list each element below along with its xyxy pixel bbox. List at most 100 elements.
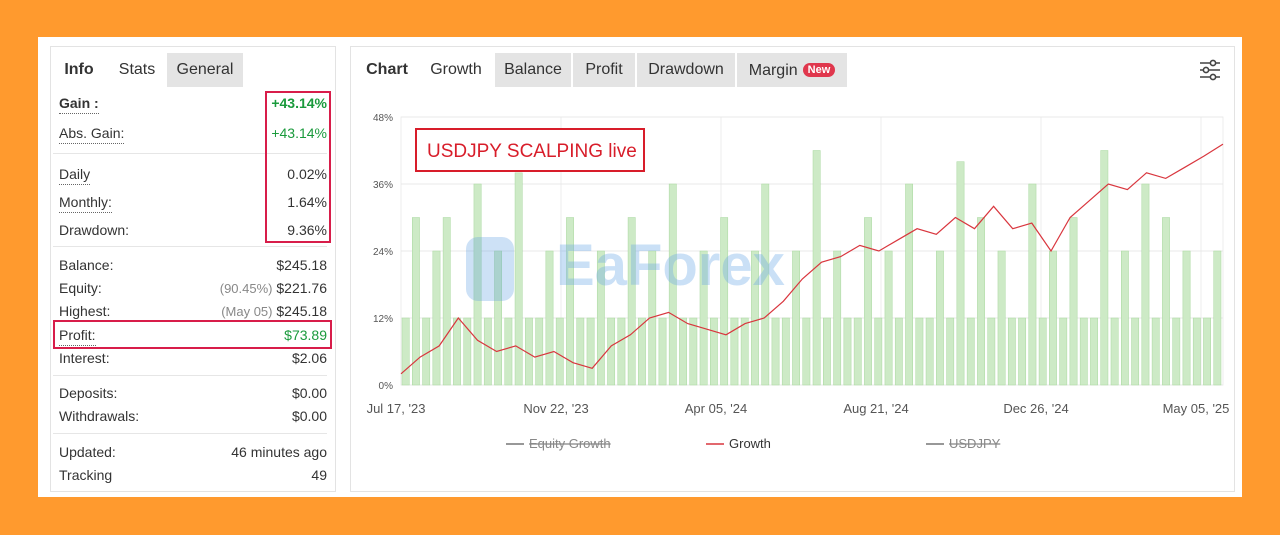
stat-label: Tracking bbox=[59, 467, 113, 483]
stat-value: 49 bbox=[311, 465, 327, 485]
bar bbox=[966, 317, 975, 386]
x-label: Apr 05, '24 bbox=[685, 401, 747, 416]
bar bbox=[1151, 317, 1160, 386]
stat-value: $73.89 bbox=[284, 325, 327, 345]
y-label: 24% bbox=[373, 247, 393, 258]
stat-row: Monthly: 1.64% bbox=[59, 192, 327, 213]
stat-note: (90.45%) bbox=[219, 281, 273, 296]
bar bbox=[504, 317, 513, 386]
stat-number: 1.64% bbox=[287, 194, 327, 210]
stat-value: $245.18 bbox=[276, 255, 327, 275]
tab[interactable]: Stats bbox=[107, 53, 167, 87]
divider bbox=[53, 433, 327, 434]
stat-number: $221.76 bbox=[276, 280, 327, 296]
bar bbox=[555, 317, 564, 386]
stat-value: 1.64% bbox=[287, 192, 327, 212]
bar bbox=[1110, 317, 1119, 386]
stat-label: Drawdown: bbox=[59, 222, 130, 238]
tab[interactable]: Balance bbox=[495, 53, 571, 87]
stats-panel: Info Stats General Gain : +43.14% Abs. Gain: +… bbox=[50, 46, 336, 492]
x-label: May 05, '25 bbox=[1163, 401, 1230, 416]
x-label: Dec 26, '24 bbox=[1003, 401, 1068, 416]
watermark: EaForex bbox=[556, 233, 785, 298]
bar bbox=[453, 317, 461, 386]
highlight-box bbox=[265, 91, 331, 243]
bar bbox=[1038, 317, 1047, 386]
chart-panel: Jul 17, '23 Nov 22, '23 Apr 05, '24 Aug 21,… bbox=[350, 46, 1235, 492]
stat-number: 46 minutes ago bbox=[231, 444, 327, 460]
bar bbox=[483, 317, 492, 386]
stat-note: (May 05) bbox=[221, 304, 273, 319]
bar bbox=[1049, 250, 1057, 386]
icon bbox=[1200, 59, 1220, 81]
bar bbox=[1079, 317, 1088, 386]
tab[interactable]: Chart bbox=[355, 53, 419, 87]
bar bbox=[432, 250, 441, 386]
stat-row: Profit: $73.89 bbox=[59, 325, 327, 346]
bar bbox=[874, 317, 883, 386]
tab-label: Profit bbox=[585, 61, 623, 78]
bar bbox=[638, 317, 646, 386]
tab-label: Chart bbox=[366, 61, 408, 78]
bar bbox=[956, 161, 965, 386]
chart: Jul 17, '23 Nov 22, '23 Apr 05, '24 Aug 21,… bbox=[367, 113, 1230, 451]
stat-value: 0.02% bbox=[287, 164, 327, 184]
tab[interactable]: Growth bbox=[419, 53, 493, 87]
bar bbox=[864, 217, 872, 386]
bar bbox=[884, 250, 893, 386]
stat-row: Abs. Gain: +43.14% bbox=[59, 123, 327, 144]
stat-value: $0.00 bbox=[292, 383, 327, 403]
bar bbox=[761, 183, 770, 386]
bar bbox=[586, 317, 595, 386]
bar bbox=[1141, 183, 1150, 386]
stat-value: $0.00 bbox=[292, 406, 327, 426]
divider bbox=[53, 375, 327, 376]
legend-label: Growth bbox=[729, 436, 771, 451]
stat-value: +43.14% bbox=[271, 93, 327, 113]
stat-number: $73.89 bbox=[284, 327, 327, 343]
bar bbox=[627, 217, 636, 386]
bar bbox=[607, 317, 616, 386]
bar bbox=[494, 250, 503, 386]
tab[interactable]: General bbox=[167, 53, 243, 87]
stat-row: Updated: 46 minutes ago bbox=[59, 442, 327, 462]
stat-value: $2.06 bbox=[292, 348, 327, 368]
legend-label: Equity Growth bbox=[529, 436, 611, 451]
tab[interactable]: Profit bbox=[573, 53, 635, 87]
bar bbox=[1100, 150, 1109, 386]
stat-label: Abs. Gain: bbox=[59, 123, 125, 144]
bar bbox=[977, 217, 985, 386]
bar bbox=[699, 250, 708, 386]
stat-label: Equity: bbox=[59, 280, 102, 296]
stat-row: Equity: (90.45%) $221.76 bbox=[59, 278, 327, 298]
bar bbox=[843, 317, 852, 386]
bar bbox=[802, 317, 811, 386]
y-label: 12% bbox=[373, 314, 393, 325]
bar bbox=[596, 250, 605, 386]
bar bbox=[679, 317, 687, 386]
divider bbox=[53, 153, 327, 154]
tab[interactable]: Info bbox=[51, 53, 107, 87]
stat-label: Monthly: bbox=[59, 192, 112, 213]
annotation: USDJPY SCALPING live bbox=[427, 141, 637, 162]
stat-label: Gain : bbox=[59, 93, 99, 114]
legend-label: USDJPY bbox=[949, 436, 1001, 451]
bar bbox=[473, 183, 482, 386]
settings-icon[interactable] bbox=[1197, 57, 1223, 83]
bar bbox=[617, 317, 626, 386]
bar bbox=[545, 250, 554, 386]
bar bbox=[853, 317, 862, 386]
tab-label: Balance bbox=[504, 61, 562, 78]
bar bbox=[1018, 317, 1027, 386]
stat-label: Updated: bbox=[59, 444, 116, 460]
bar bbox=[1121, 250, 1129, 386]
stat-label: Highest: bbox=[59, 303, 111, 319]
tab[interactable]: Margin New bbox=[737, 53, 847, 87]
bar bbox=[463, 317, 472, 386]
stat-label: Withdrawals: bbox=[59, 408, 140, 424]
tab[interactable]: Drawdown bbox=[637, 53, 735, 87]
stat-row: Tracking 49 bbox=[59, 465, 327, 485]
bar bbox=[1028, 183, 1037, 386]
watermark-logo bbox=[466, 237, 514, 301]
bar bbox=[751, 250, 759, 386]
